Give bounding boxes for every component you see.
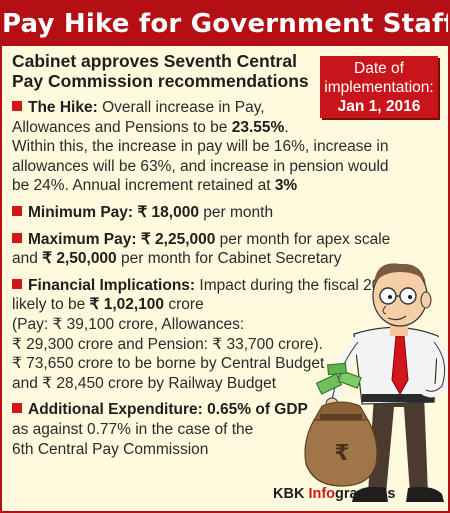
bullet-icon: [12, 205, 22, 216]
bullet-icon: [12, 278, 22, 289]
hike-text-3: Within this, the increase in pay will be…: [12, 138, 389, 156]
maximum-pay-text-2a: and: [12, 250, 43, 268]
maximum-pay-text: per month for apex scale: [215, 230, 391, 248]
item-maximum-pay: Maximum Pay: ₹ 2,25,000 per month for ap…: [12, 230, 444, 269]
additional-text-2: as against 0.77% in the case of the: [12, 420, 254, 438]
item-financial-implications: Financial Implications: Impact during th…: [12, 276, 444, 394]
hike-text-1: Overall increase in Pay,: [97, 99, 265, 116]
implementation-date-box: Date of implementation: Jan 1, 2016: [320, 56, 438, 118]
brand-part-3: graphics: [335, 486, 396, 502]
item-additional-expenditure: Additional Expenditure: 0.65% of GDP as …: [12, 400, 444, 459]
financial-text-1: Impact during the fiscal 2016-17: [195, 276, 420, 294]
bullet-icon: [12, 403, 22, 414]
bullet-icon: [12, 101, 22, 111]
additional-text-3: 6th Central Pay Commission: [12, 440, 209, 458]
maximum-pay-text-2b: per month for Cabinet Secretary: [116, 250, 342, 268]
additional-value: 0.65% of GDP: [202, 401, 308, 419]
hike-text-4: allowances will be 63%, and increase in …: [12, 157, 389, 175]
financial-text-2b: crore: [164, 296, 204, 314]
brand-logo: KBK Infographics: [273, 486, 395, 502]
content-list: The Hike: Overall increase in Pay, Allow…: [12, 98, 444, 466]
subheading: Cabinet approves Seventh Central Pay Com…: [12, 51, 309, 91]
hike-text-5: be 24%. Annual increment retained at: [12, 177, 275, 195]
item-minimum-pay: Minimum Pay: ₹ 18,000 per month: [12, 203, 444, 223]
item-hike: The Hike: Overall increase in Pay, Allow…: [12, 98, 444, 196]
financial-text-3: (Pay: ₹ 39,100 crore, Allowances:: [12, 315, 245, 333]
hike-text-2-end: .: [284, 118, 289, 136]
maximum-pay-amount: ₹ 2,25,000: [136, 230, 216, 248]
financial-impact-amount: ₹ 1,02,100: [89, 296, 165, 314]
minimum-pay-unit: per month: [198, 203, 274, 221]
hike-percentage: 23.55%: [231, 118, 285, 136]
brand-part-1: KBK: [273, 486, 309, 502]
financial-text-5: ₹ 73,650 crore to be borne by Central Bu…: [12, 355, 325, 373]
page-title: Pay Hike for Government Staff: [2, 2, 448, 46]
financial-label: Financial Implications:: [28, 276, 196, 294]
date-box-line-2: implementation:: [324, 79, 434, 96]
minimum-pay-amount: ₹ 18,000: [133, 203, 199, 221]
minimum-pay-label: Minimum Pay:: [28, 203, 134, 221]
brand-part-2: Info: [308, 486, 336, 502]
financial-text-4: ₹ 29,300 crore and Pension: ₹ 33,700 cro…: [12, 335, 323, 353]
hike-text-2: Allowances and Pensions to be: [12, 118, 232, 136]
bullet-icon: [12, 232, 22, 243]
subheading-line-1: Cabinet approves Seventh Central: [12, 51, 297, 71]
additional-label: Additional Expenditure:: [28, 401, 203, 419]
implementation-date: Jan 1, 2016: [337, 98, 421, 115]
date-box-line-1: Date of: [354, 60, 404, 77]
subheading-line-2: Pay Commission recommendations: [12, 71, 309, 91]
financial-text-2a: likely to be: [12, 296, 90, 314]
right-shoe-icon: [406, 486, 444, 502]
cabinet-secretary-amount: ₹ 2,50,000: [42, 250, 117, 268]
annual-increment: 3%: [274, 177, 298, 195]
maximum-pay-label: Maximum Pay:: [28, 230, 137, 248]
hike-label: The Hike:: [28, 99, 98, 116]
financial-text-6: and ₹ 28,450 crore by Railway Budget: [12, 374, 277, 392]
